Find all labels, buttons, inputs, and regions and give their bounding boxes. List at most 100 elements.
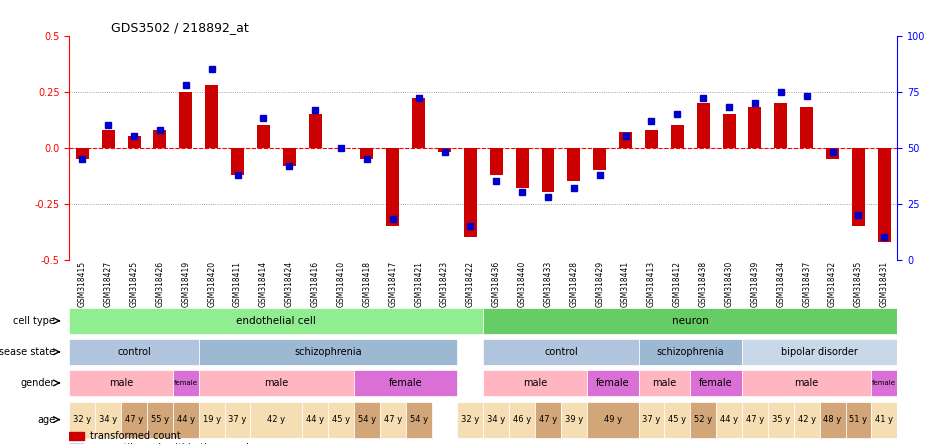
Bar: [387, 147, 400, 226]
Text: male: male: [652, 378, 676, 388]
Text: 35 y: 35 y: [771, 415, 790, 424]
FancyBboxPatch shape: [199, 339, 458, 365]
Text: percentile rank within the sample: percentile rank within the sample: [90, 443, 254, 444]
Text: bipolar disorder: bipolar disorder: [782, 347, 858, 357]
Text: 49 y: 49 y: [604, 415, 622, 424]
FancyBboxPatch shape: [69, 339, 199, 365]
FancyBboxPatch shape: [820, 401, 845, 438]
Text: control: control: [544, 347, 578, 357]
Bar: [309, 114, 322, 147]
Text: 45 y: 45 y: [668, 415, 686, 424]
FancyBboxPatch shape: [251, 401, 302, 438]
Bar: [464, 147, 477, 237]
FancyBboxPatch shape: [586, 401, 638, 438]
Bar: [722, 114, 735, 147]
Text: age: age: [37, 415, 56, 424]
Text: disease state: disease state: [0, 347, 56, 357]
Bar: [671, 125, 684, 147]
Text: 42 y: 42 y: [797, 415, 816, 424]
Bar: [205, 85, 218, 147]
FancyBboxPatch shape: [794, 401, 820, 438]
FancyBboxPatch shape: [483, 370, 586, 396]
Text: 34 y: 34 y: [99, 415, 117, 424]
FancyBboxPatch shape: [535, 401, 561, 438]
FancyBboxPatch shape: [664, 401, 690, 438]
Bar: [102, 130, 115, 147]
Bar: [76, 147, 89, 159]
FancyBboxPatch shape: [69, 370, 173, 396]
Text: 54 y: 54 y: [410, 415, 427, 424]
FancyBboxPatch shape: [173, 401, 199, 438]
FancyBboxPatch shape: [845, 401, 871, 438]
Bar: [154, 130, 166, 147]
Text: 51 y: 51 y: [849, 415, 868, 424]
Bar: [567, 147, 580, 181]
Bar: [283, 147, 296, 166]
Text: 55 y: 55 y: [151, 415, 169, 424]
Text: 44 y: 44 y: [177, 415, 195, 424]
Bar: [541, 147, 554, 193]
FancyBboxPatch shape: [638, 339, 742, 365]
FancyBboxPatch shape: [690, 401, 716, 438]
Text: endothelial cell: endothelial cell: [237, 316, 316, 326]
Text: GDS3502 / 218892_at: GDS3502 / 218892_at: [111, 21, 249, 34]
Text: male: male: [523, 378, 548, 388]
Bar: [413, 98, 426, 147]
Text: 47 y: 47 y: [125, 415, 143, 424]
Text: 32 y: 32 y: [462, 415, 479, 424]
Bar: [515, 147, 528, 188]
Bar: [800, 107, 813, 147]
Text: male: male: [109, 378, 133, 388]
FancyBboxPatch shape: [95, 401, 121, 438]
FancyBboxPatch shape: [742, 370, 871, 396]
Bar: [128, 136, 141, 147]
Text: 47 y: 47 y: [746, 415, 764, 424]
Bar: [826, 147, 839, 159]
Text: 52 y: 52 y: [694, 415, 712, 424]
FancyBboxPatch shape: [742, 339, 897, 365]
FancyBboxPatch shape: [328, 401, 354, 438]
Text: transformed count: transformed count: [90, 431, 180, 440]
Text: male: male: [265, 378, 289, 388]
FancyBboxPatch shape: [458, 401, 483, 438]
Text: 54 y: 54 y: [358, 415, 376, 424]
Text: gender: gender: [20, 378, 56, 388]
FancyBboxPatch shape: [638, 401, 664, 438]
FancyBboxPatch shape: [690, 370, 742, 396]
Text: control: control: [117, 347, 151, 357]
Bar: [878, 147, 891, 242]
Bar: [852, 147, 865, 226]
Text: 34 y: 34 y: [487, 415, 505, 424]
Bar: [179, 91, 192, 147]
FancyBboxPatch shape: [199, 370, 354, 396]
FancyBboxPatch shape: [354, 370, 458, 396]
Bar: [774, 103, 787, 147]
Text: cell type: cell type: [13, 316, 56, 326]
FancyBboxPatch shape: [483, 339, 638, 365]
Text: schizophrenia: schizophrenia: [294, 347, 362, 357]
Text: 44 y: 44 y: [720, 415, 738, 424]
FancyBboxPatch shape: [225, 401, 251, 438]
Text: 45 y: 45 y: [332, 415, 350, 424]
FancyBboxPatch shape: [586, 370, 638, 396]
Bar: [69, 432, 84, 440]
Text: 32 y: 32 y: [73, 415, 92, 424]
FancyBboxPatch shape: [121, 401, 147, 438]
Text: 48 y: 48 y: [823, 415, 842, 424]
Bar: [748, 107, 761, 147]
Text: 41 y: 41 y: [875, 415, 894, 424]
FancyBboxPatch shape: [354, 401, 380, 438]
Bar: [619, 132, 632, 147]
FancyBboxPatch shape: [147, 401, 173, 438]
Text: male: male: [795, 378, 819, 388]
FancyBboxPatch shape: [509, 401, 535, 438]
FancyBboxPatch shape: [69, 401, 95, 438]
FancyBboxPatch shape: [173, 370, 199, 396]
Bar: [361, 147, 374, 159]
Text: 44 y: 44 y: [306, 415, 325, 424]
Text: female: female: [174, 380, 198, 386]
Text: 19 y: 19 y: [203, 415, 221, 424]
FancyBboxPatch shape: [716, 401, 742, 438]
FancyBboxPatch shape: [742, 401, 768, 438]
Text: 37 y: 37 y: [642, 415, 660, 424]
